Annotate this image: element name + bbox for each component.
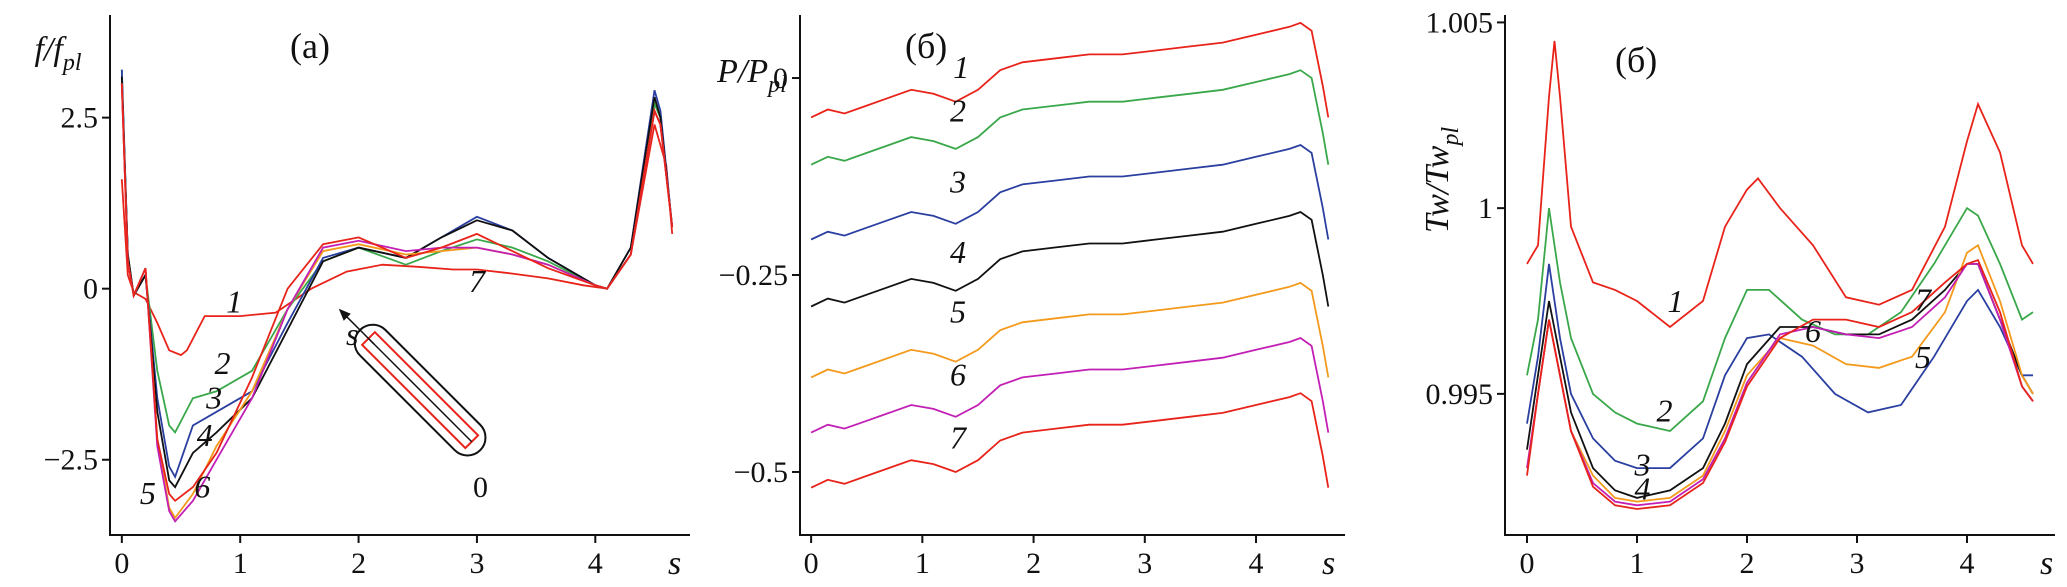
series-label-6: 6 xyxy=(950,356,966,392)
series-label-7: 7 xyxy=(950,419,968,455)
arrow-head-icon xyxy=(338,308,351,321)
panel-title: (a) xyxy=(290,26,330,66)
series-label-6: 6 xyxy=(1805,313,1821,349)
arrow-line xyxy=(343,313,375,345)
series-label-5: 5 xyxy=(140,475,156,511)
y-tick-label: 0 xyxy=(83,273,98,306)
panel-title: (б) xyxy=(905,26,947,66)
series-label-3: 3 xyxy=(949,163,966,199)
series-label-2: 2 xyxy=(950,92,966,128)
series-line-5 xyxy=(1526,243,2034,503)
x-tick-label: 2 xyxy=(1026,547,1041,580)
series-label-6: 6 xyxy=(194,468,210,504)
series-label-7: 7 xyxy=(1915,281,1933,317)
x-tick-label: 4 xyxy=(1960,547,1975,580)
inset-zero-label: 0 xyxy=(473,471,488,504)
series-label-4: 4 xyxy=(1635,471,1651,507)
series-line-7 xyxy=(810,392,1330,489)
y-tick-label: −0.5 xyxy=(734,456,788,489)
series-line-6 xyxy=(810,336,1330,434)
x-tick-label: 2 xyxy=(1740,547,1755,580)
series-line-1 xyxy=(810,21,1330,119)
x-tick-label: 3 xyxy=(1850,547,1865,580)
series-label-1: 1 xyxy=(226,284,242,320)
y-axis-label: Tw/Twpl xyxy=(1419,127,1464,234)
series-label-5: 5 xyxy=(950,293,966,329)
y-tick-label: 0.995 xyxy=(1426,378,1494,411)
x-axis-label: s xyxy=(2040,545,2053,582)
series-label-2: 2 xyxy=(214,345,230,381)
series-line-3 xyxy=(810,143,1330,241)
series-label-4: 4 xyxy=(950,234,966,270)
series-line-5 xyxy=(810,281,1330,379)
series-line-2 xyxy=(1526,206,2034,432)
x-tick-label: 0 xyxy=(114,547,129,580)
series-label-3: 3 xyxy=(1634,447,1651,483)
y-axis-label: P/Ppl xyxy=(716,53,787,98)
y-tick-label: 1.005 xyxy=(1426,6,1494,39)
series-line-2 xyxy=(810,69,1330,166)
series-line-7 xyxy=(1526,258,2034,510)
y-tick-label: −2.5 xyxy=(44,444,98,477)
x-axis-label: s xyxy=(668,545,681,582)
x-tick-label: 4 xyxy=(588,547,603,580)
x-axis-label: s xyxy=(1322,545,1335,582)
x-tick-label: 0 xyxy=(804,547,819,580)
series-line-6 xyxy=(120,83,674,523)
series-line-4 xyxy=(810,210,1330,308)
series-label-7: 7 xyxy=(469,263,487,299)
x-tick-label: 3 xyxy=(1137,547,1152,580)
y-tick-label: 1 xyxy=(1478,192,1493,225)
series-label-2: 2 xyxy=(1657,393,1673,429)
y-tick-label: −0.25 xyxy=(719,259,788,292)
series-label-3: 3 xyxy=(205,379,222,415)
x-tick-label: 1 xyxy=(915,547,930,580)
x-tick-label: 2 xyxy=(351,547,366,580)
series-line-1 xyxy=(120,124,674,357)
series-label-1: 1 xyxy=(1668,283,1684,319)
x-tick-label: 1 xyxy=(1630,547,1645,580)
channel-inset xyxy=(338,308,487,457)
series-label-5: 5 xyxy=(1915,339,1931,375)
x-tick-label: 3 xyxy=(469,547,484,580)
series-line-7 xyxy=(120,83,674,503)
y-tick-label: 0 xyxy=(773,62,788,95)
x-tick-label: 4 xyxy=(1249,547,1264,580)
x-tick-label: 0 xyxy=(1520,547,1535,580)
series-line-2 xyxy=(120,69,674,434)
series-line-1 xyxy=(1526,40,2034,329)
series-label-1: 1 xyxy=(953,49,969,85)
panel-title: (б) xyxy=(1615,40,1657,80)
channel-centerline xyxy=(367,337,473,443)
y-axis-label: f/fpl xyxy=(34,31,81,76)
x-tick-label: 1 xyxy=(233,547,248,580)
series-label-4: 4 xyxy=(197,417,213,453)
series-line-3 xyxy=(1526,263,2033,470)
series-line-3 xyxy=(120,69,674,479)
y-tick-label: 2.5 xyxy=(61,102,99,135)
inset-s-label: s xyxy=(346,316,358,352)
